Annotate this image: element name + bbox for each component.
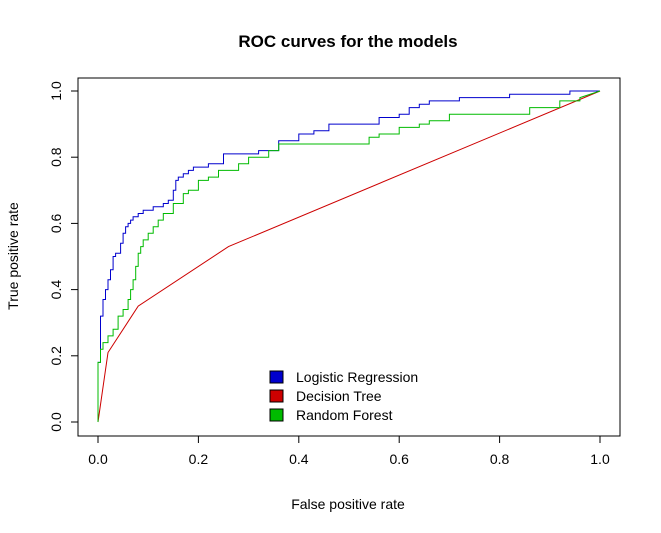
series-line-logistic-regression: [97, 90, 600, 422]
x-tick-label: 0.2: [189, 451, 209, 467]
x-axis: 0.0 0.2 0.4 0.6 0.8 1.0: [88, 435, 610, 467]
legend-swatch-random-forest: [269, 408, 284, 422]
legend-label-decision-tree: Decision Tree: [296, 388, 382, 404]
x-axis-label: False positive rate: [291, 496, 405, 512]
x-tick-label: 0.4: [289, 451, 309, 467]
y-tick-label: 0.2: [48, 346, 64, 366]
y-tick-label: 0.0: [48, 412, 64, 432]
legend: Logistic Regression Decision Tree Random F…: [269, 369, 418, 423]
x-tick-label: 1.0: [590, 451, 610, 467]
y-tick-label: 1.0: [48, 81, 64, 101]
y-axis: 0.0 0.2 0.4 0.6 0.8 1.0: [48, 81, 78, 432]
y-tick-label: 0.8: [48, 147, 64, 167]
y-tick-label: 0.4: [48, 280, 64, 300]
x-tick-label: 0.0: [88, 451, 108, 467]
chart-title: ROC curves for the models: [238, 32, 457, 51]
legend-swatch-decision-tree: [269, 389, 284, 403]
series-line-decision-tree: [97, 90, 601, 423]
y-axis-label: True positive rate: [5, 202, 21, 310]
series-line-random-forest: [97, 90, 601, 422]
legend-label-logistic-regression: Logistic Regression: [296, 369, 418, 385]
x-tick-label: 0.8: [490, 451, 510, 467]
y-tick-label: 0.6: [48, 213, 64, 233]
legend-label-random-forest: Random Forest: [296, 407, 393, 423]
legend-swatch-logistic-regression: [269, 370, 284, 384]
x-tick-label: 0.6: [389, 451, 409, 467]
